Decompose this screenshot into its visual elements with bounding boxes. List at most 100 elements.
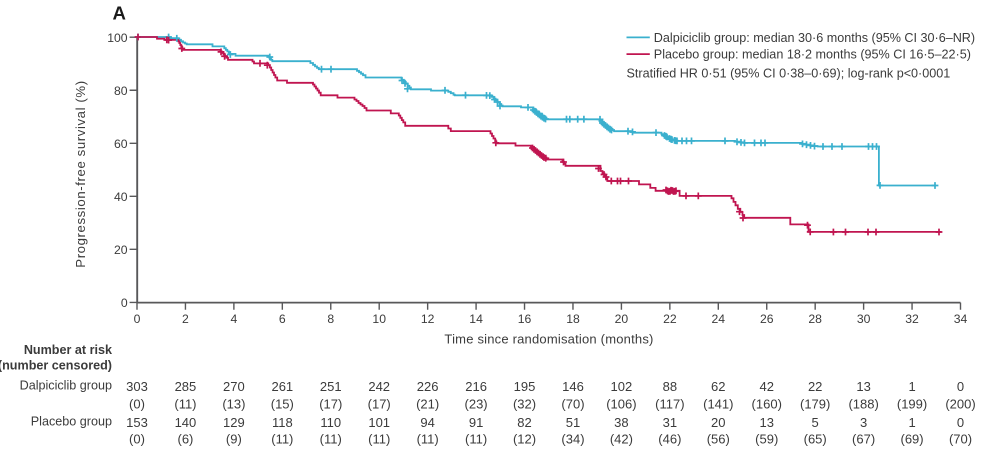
svg-text:Time since randomisation (mont: Time since randomisation (months) [444,332,653,347]
svg-text:Dalpiciclib group: median 30·6: Dalpiciclib group: median 30·6 months (9… [654,31,975,45]
svg-text:(21): (21) [416,396,439,411]
svg-text:0: 0 [957,415,964,430]
svg-text:3: 3 [860,415,867,430]
svg-text:1: 1 [908,415,915,430]
svg-text:(9): (9) [226,432,242,447]
svg-text:62: 62 [711,379,725,394]
svg-text:Placebo group: median 18·2 mon: Placebo group: median 18·2 months (95% C… [654,48,971,62]
svg-text:Dalpiciclib group: Dalpiciclib group [20,378,112,392]
svg-text:251: 251 [320,379,342,394]
svg-text:38: 38 [614,415,628,430]
svg-text:(59): (59) [755,432,778,447]
svg-text:100: 100 [107,31,128,45]
svg-text:(34): (34) [561,432,584,447]
svg-text:(42): (42) [610,432,633,447]
svg-text:101: 101 [368,415,390,430]
svg-text:Placebo group: Placebo group [31,414,112,428]
svg-text:(117): (117) [655,396,684,411]
svg-text:8: 8 [327,312,334,326]
svg-text:Progression-free survival (%): Progression-free survival (%) [73,80,88,267]
svg-text:261: 261 [271,379,293,394]
svg-text:140: 140 [175,415,197,430]
svg-text:10: 10 [372,312,386,326]
svg-text:42: 42 [760,379,774,394]
svg-text:146: 146 [562,379,584,394]
svg-text:1: 1 [908,379,915,394]
svg-text:(32): (32) [513,396,536,411]
svg-text:5: 5 [812,415,819,430]
svg-text:(11): (11) [271,432,293,447]
svg-text:(160): (160) [752,396,782,411]
svg-text:285: 285 [175,379,197,394]
svg-text:(17): (17) [368,396,391,411]
svg-text:18: 18 [566,312,580,326]
svg-text:20: 20 [615,312,629,326]
svg-text:(11): (11) [320,432,342,447]
svg-text:(141): (141) [703,396,733,411]
svg-text:88: 88 [663,379,677,394]
svg-text:(11): (11) [368,432,390,447]
svg-text:(15): (15) [271,396,294,411]
svg-text:Number at risk: Number at risk [24,343,113,357]
svg-text:129: 129 [223,415,245,430]
svg-text:Stratified HR 0·51 (95% CI 0·3: Stratified HR 0·51 (95% CI 0·38–0·69); l… [627,66,951,80]
svg-text:(69): (69) [900,432,923,447]
svg-text:(200): (200) [945,396,975,411]
svg-text:94: 94 [420,415,434,430]
svg-text:22: 22 [808,379,822,394]
svg-text:40: 40 [114,190,128,204]
svg-text:0: 0 [121,296,128,310]
svg-text:60: 60 [114,137,128,151]
svg-text:(67): (67) [852,432,875,447]
svg-text:110: 110 [320,415,341,430]
svg-text:13: 13 [856,379,870,394]
svg-text:216: 216 [465,379,487,394]
svg-text:22: 22 [663,312,677,326]
svg-text:2: 2 [182,312,189,326]
svg-text:20: 20 [114,243,128,257]
svg-text:(6): (6) [177,432,193,447]
svg-text:12: 12 [421,312,435,326]
svg-text:A: A [113,3,126,24]
svg-text:226: 226 [417,379,439,394]
svg-text:(0): (0) [129,396,145,411]
svg-text:32: 32 [905,312,919,326]
svg-text:91: 91 [469,415,483,430]
svg-text:(70): (70) [949,432,972,447]
svg-text:0: 0 [134,312,141,326]
svg-text:(11): (11) [417,432,439,447]
svg-text:(12): (12) [513,432,536,447]
svg-text:(0): (0) [129,432,145,447]
svg-text:(188): (188) [848,396,878,411]
svg-text:(179): (179) [800,396,830,411]
svg-text:(11): (11) [174,396,196,411]
svg-text:270: 270 [223,379,245,394]
svg-text:(199): (199) [897,396,927,411]
svg-text:31: 31 [663,415,677,430]
svg-text:102: 102 [611,379,633,394]
svg-text:(65): (65) [804,432,827,447]
svg-text:(56): (56) [707,432,730,447]
svg-text:(11): (11) [465,432,487,447]
svg-text:24: 24 [712,312,726,326]
svg-text:80: 80 [114,84,128,98]
svg-text:4: 4 [230,312,237,326]
svg-text:(46): (46) [658,432,681,447]
svg-text:195: 195 [514,379,536,394]
svg-text:34: 34 [954,312,968,326]
svg-text:28: 28 [808,312,822,326]
svg-text:(23): (23) [465,396,488,411]
svg-text:30: 30 [857,312,871,326]
svg-text:(number censored): (number censored) [0,358,112,372]
svg-text:303: 303 [126,379,148,394]
svg-text:(70): (70) [561,396,584,411]
svg-text:26: 26 [760,312,774,326]
svg-text:13: 13 [760,415,774,430]
svg-text:153: 153 [126,415,148,430]
svg-text:242: 242 [368,379,390,394]
svg-text:82: 82 [517,415,531,430]
svg-text:0: 0 [957,379,964,394]
svg-text:(13): (13) [222,396,245,411]
svg-text:16: 16 [518,312,532,326]
svg-text:20: 20 [711,415,725,430]
